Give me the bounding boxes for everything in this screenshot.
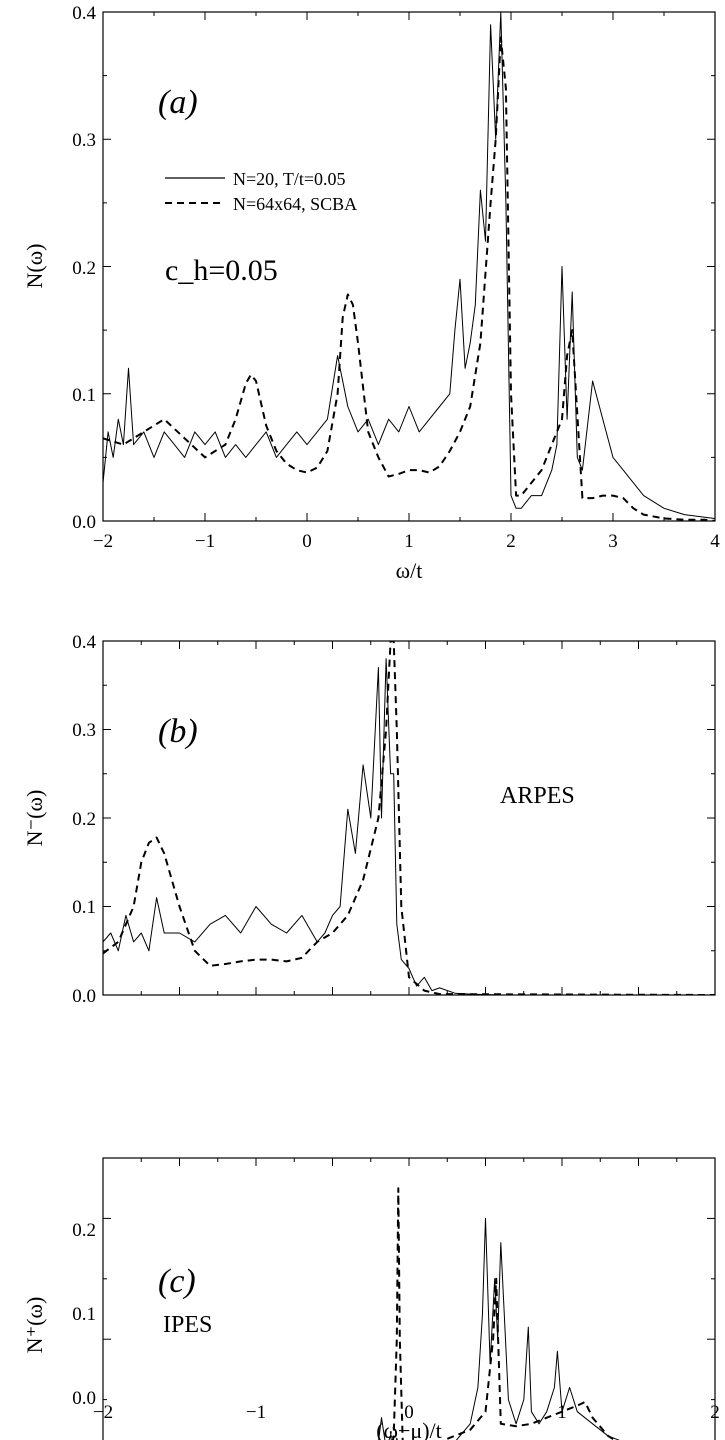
- panel-b-series-dashed-line: [103, 641, 715, 995]
- panel-c-xtick-2: 0: [404, 1402, 414, 1423]
- panel-a-ytick-0: 0.0: [72, 512, 96, 533]
- panel-a-series-solid-line: [103, 12, 715, 519]
- legend-label-solid: N=20, T/t=0.05: [233, 169, 345, 189]
- panel-b-ytick-4: 0.4: [72, 632, 96, 653]
- panel-a-ytick-4: 0.4: [72, 3, 96, 24]
- panel-b-ylabel: N⁻(ω): [22, 790, 47, 847]
- panel-a-series-dashed-line: [103, 36, 715, 521]
- panel-b-ytick-1: 0.1: [72, 897, 96, 918]
- panel-a-ytick-3: 0.3: [72, 130, 96, 151]
- panel-c-xtick-4: 2: [710, 1402, 720, 1423]
- panel-a-ticks: [102, 11, 716, 522]
- panel-a-xtick-1: −1: [195, 531, 215, 552]
- panel-a-xtick-3: 1: [404, 531, 414, 552]
- panel-b-ytick-0: 0.0: [72, 986, 96, 1007]
- panel-c-ylabel: N⁺(ω): [22, 1297, 47, 1354]
- panel-c-ytick-2: 0.2: [72, 1220, 96, 1241]
- panel-c: 0.0 0.1 0.2 −2 −1 0 1 2 (ω−μ)/t N⁺(ω) (c…: [22, 1157, 720, 1440]
- panel-c-annotation: IPES: [163, 1312, 212, 1338]
- panel-b-lines: [103, 641, 715, 995]
- panel-c-xtick-1: −1: [246, 1402, 266, 1423]
- panel-a-xtick-5: 3: [608, 531, 618, 552]
- legend-label-dashed: N=64x64, SCBA: [233, 194, 357, 214]
- panel-c-series-solid-line: [378, 1217, 620, 1440]
- panel-c-xtick-3: 1: [557, 1402, 567, 1423]
- panel-c-xtick-0: −2: [93, 1402, 113, 1423]
- panel-b-ytick-2: 0.2: [72, 809, 96, 830]
- panel-c-lines: [378, 1187, 620, 1440]
- panel-a-ylabel: N(ω): [22, 243, 47, 288]
- panel-a-annotation: c_h=0.05: [165, 254, 278, 287]
- panel-a-ytick-2: 0.2: [72, 258, 96, 279]
- panel-a: 0.0 0.1 0.2 0.3 0.4 −2 −1 0 1 2 3 4 ω/t …: [22, 3, 720, 583]
- panel-a-xtick-4: 2: [506, 531, 516, 552]
- panel-a-ytick-1: 0.1: [72, 385, 96, 406]
- panel-a-xtick-6: 4: [710, 531, 720, 552]
- panel-b-label: (b): [158, 713, 198, 750]
- panel-a-xtick-0: −2: [93, 531, 113, 552]
- panel-c-label: (c): [158, 1263, 196, 1300]
- panel-b-ytick-3: 0.3: [72, 720, 96, 741]
- panel-b-ticks: [102, 640, 716, 996]
- panel-a-label: (a): [158, 84, 198, 121]
- panel-c-ytick-1: 0.1: [72, 1304, 96, 1325]
- panel-b-series-solid-line: [103, 658, 715, 995]
- panel-b-annotation: ARPES: [500, 783, 575, 809]
- panel-c-ticks: [102, 1157, 716, 1401]
- panel-a-xlabel: ω/t: [396, 558, 423, 583]
- panel-b: 0.0 0.1 0.2 0.3 0.4 N⁻(ω) (b) ARPES: [22, 632, 716, 1007]
- panel-a-lines: [103, 12, 715, 521]
- panel-c-xlabel: (ω−μ)/t: [376, 1418, 442, 1440]
- panel-c-series-dashed-line: [391, 1187, 617, 1440]
- panel-a-xtick-2: 0: [302, 531, 312, 552]
- panel-c-ytick-0: 0.0: [72, 1388, 96, 1409]
